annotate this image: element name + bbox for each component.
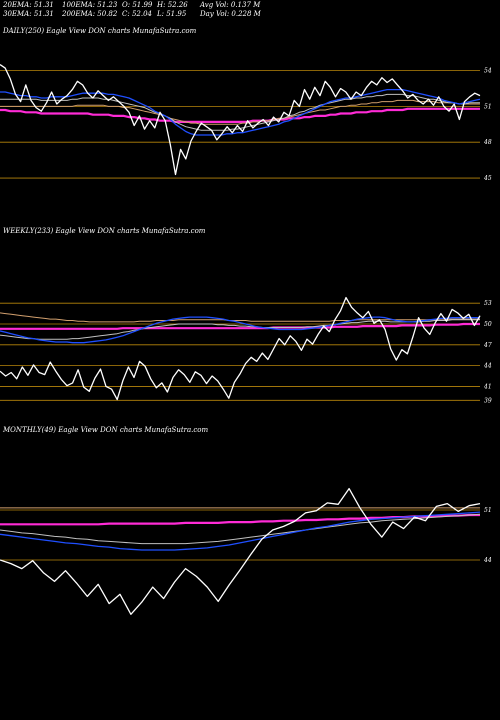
y-tick-label: 44	[483, 363, 492, 370]
ema-fast-series	[0, 88, 481, 136]
low-readout: L: 51.95	[157, 10, 187, 18]
ema100-readout: 100EMA: 51.23	[62, 1, 118, 9]
avg-vol-readout: Avg Vol: 0.137 M	[200, 1, 261, 9]
y-tick-label: 39	[484, 397, 492, 404]
y-tick-label: 44	[483, 557, 492, 564]
high-readout: H: 52.26	[157, 1, 188, 9]
y-tick-label: 47	[483, 342, 492, 349]
price-series	[0, 64, 481, 176]
weekly-chart: 53 50 47 44 41 39	[0, 296, 492, 404]
daily-chart: 54 51 48 45	[0, 64, 492, 182]
y-tick-label: 41	[483, 383, 492, 390]
ema-mid-series	[0, 93, 480, 131]
y-tick-label: 53	[484, 300, 492, 307]
weekly-panel-label: WEEKLY(233) Eagle View DON charts Munafa…	[3, 227, 206, 235]
ema-slow-series	[0, 99, 480, 125]
monthly-panel-label: MONTHLY(49) Eagle View DON charts Munafa…	[3, 426, 209, 434]
price-series	[0, 296, 481, 401]
y-tick-label: 45	[483, 175, 492, 182]
close-readout: C: 52.04	[122, 10, 152, 18]
ema-long-series	[0, 322, 480, 330]
open-readout: O: 51.99	[122, 1, 153, 9]
ema-long-series	[0, 107, 480, 124]
y-tick-label: 50	[484, 321, 492, 328]
monthly-chart: 51 44	[0, 487, 492, 615]
ema-slow-series	[0, 312, 480, 323]
ema-fast-series	[0, 316, 480, 344]
y-tick-label: 51	[484, 507, 492, 514]
ema-fast-series	[0, 511, 481, 551]
daily-panel-label: DAILY(250) Eagle View DON charts MunafaS…	[3, 27, 197, 35]
ema-mid-series	[0, 513, 481, 545]
y-tick-label: 51	[484, 103, 492, 110]
ema20-readout: 20EMA: 51.31	[3, 1, 54, 9]
y-tick-label: 54	[484, 68, 492, 75]
y-tick-label: 48	[483, 139, 492, 146]
ema200-readout: 200EMA: 50.82	[62, 10, 118, 18]
price-series	[0, 487, 481, 615]
ema30-readout: 30EMA: 51.31	[3, 10, 54, 18]
ema-mid-series	[0, 319, 480, 340]
day-vol-readout: Day Vol: 0.228 M	[200, 10, 261, 18]
